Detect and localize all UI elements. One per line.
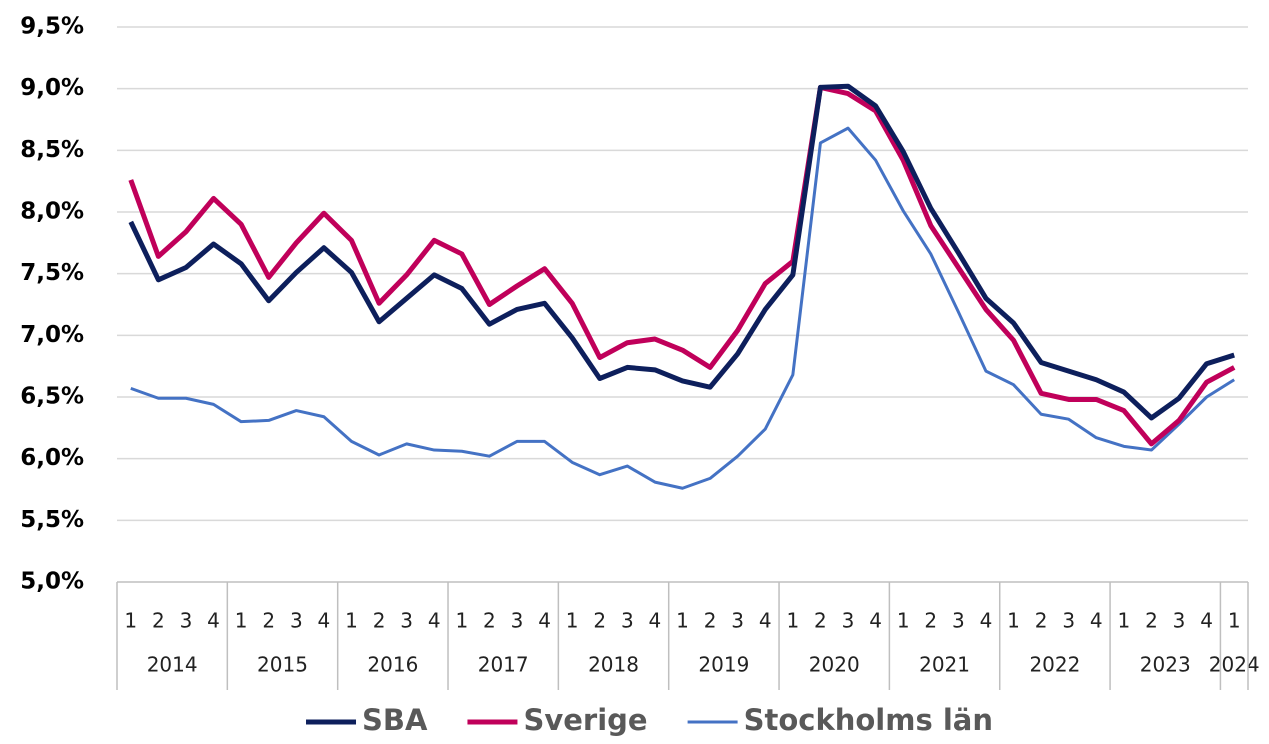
x-tick-label: 3 — [842, 609, 855, 633]
x-tick-label: 2 — [704, 609, 717, 633]
x-tick-label: 3 — [290, 609, 303, 633]
year-label: 2024 — [1209, 653, 1260, 677]
x-tick-label: 1 — [786, 609, 799, 633]
x-tick-label: 1 — [345, 609, 358, 633]
x-tick-label: 3 — [952, 609, 965, 633]
x-tick-label: 1 — [1007, 609, 1020, 633]
x-tick-label: 2 — [593, 609, 606, 633]
x-tick-label: 3 — [1062, 609, 1075, 633]
x-tick-label: 3 — [400, 609, 413, 633]
y-tick-label: 8,5% — [20, 137, 84, 163]
x-tick-label: 2 — [262, 609, 275, 633]
x-tick-label: 4 — [759, 609, 772, 633]
legend-label: Sverige — [523, 703, 647, 737]
y-tick-label: 7,0% — [20, 322, 84, 348]
y-tick-label: 8,0% — [20, 199, 84, 225]
x-tick-label: 1 — [566, 609, 579, 633]
year-label: 2020 — [809, 653, 860, 677]
x-tick-label: 4 — [538, 609, 551, 633]
year-label: 2016 — [367, 653, 418, 677]
year-label: 2018 — [588, 653, 639, 677]
year-label: 2022 — [1029, 653, 1080, 677]
x-tick-label: 1 — [124, 609, 137, 633]
x-tick-label: 2 — [1145, 609, 1158, 633]
x-tick-label: 4 — [428, 609, 441, 633]
x-tick-label: 4 — [869, 609, 882, 633]
y-tick-label: 7,5% — [20, 260, 84, 286]
series-line — [128, 84, 1236, 447]
y-tick-label: 9,0% — [20, 75, 84, 101]
series-line — [128, 83, 1235, 421]
y-tick-label: 9,5% — [20, 14, 84, 40]
x-tick-label: 3 — [731, 609, 744, 633]
x-tick-label: 2 — [152, 609, 165, 633]
x-tick-label: 3 — [1173, 609, 1186, 633]
y-tick-label: 5,5% — [20, 507, 84, 533]
x-tick-label: 4 — [1200, 609, 1213, 633]
year-label: 2019 — [698, 653, 749, 677]
x-tick-label: 4 — [318, 609, 331, 633]
y-tick-label: 6,5% — [20, 384, 84, 410]
y-tick-label: 5,0% — [20, 569, 84, 595]
series-line — [130, 126, 1236, 490]
x-tick-label: 3 — [180, 609, 193, 633]
x-tick-label: 4 — [649, 609, 662, 633]
legend-label: Stockholms län — [744, 703, 993, 737]
x-tick-label: 3 — [511, 609, 524, 633]
x-tick-label: 1 — [897, 609, 910, 633]
legend-label: SBA — [362, 703, 428, 737]
year-label: 2014 — [147, 653, 198, 677]
x-tick-label: 2 — [1035, 609, 1048, 633]
x-tick-label: 4 — [1090, 609, 1103, 633]
x-tick-label: 2 — [373, 609, 386, 633]
x-tick-label: 4 — [980, 609, 993, 633]
x-tick-label: 4 — [207, 609, 220, 633]
x-tick-label: 1 — [676, 609, 689, 633]
x-tick-label: 2 — [814, 609, 827, 633]
x-tick-label: 1 — [1228, 609, 1241, 633]
year-label: 2017 — [478, 653, 529, 677]
year-label: 2021 — [919, 653, 970, 677]
y-tick-label: 6,0% — [20, 445, 84, 471]
x-tick-label: 1 — [455, 609, 468, 633]
x-tick-label: 2 — [924, 609, 937, 633]
x-tick-label: 3 — [621, 609, 634, 633]
x-tick-label: 2 — [483, 609, 496, 633]
year-label: 2015 — [257, 653, 308, 677]
x-tick-label: 1 — [235, 609, 248, 633]
year-label: 2023 — [1140, 653, 1191, 677]
x-tick-label: 1 — [1117, 609, 1130, 633]
